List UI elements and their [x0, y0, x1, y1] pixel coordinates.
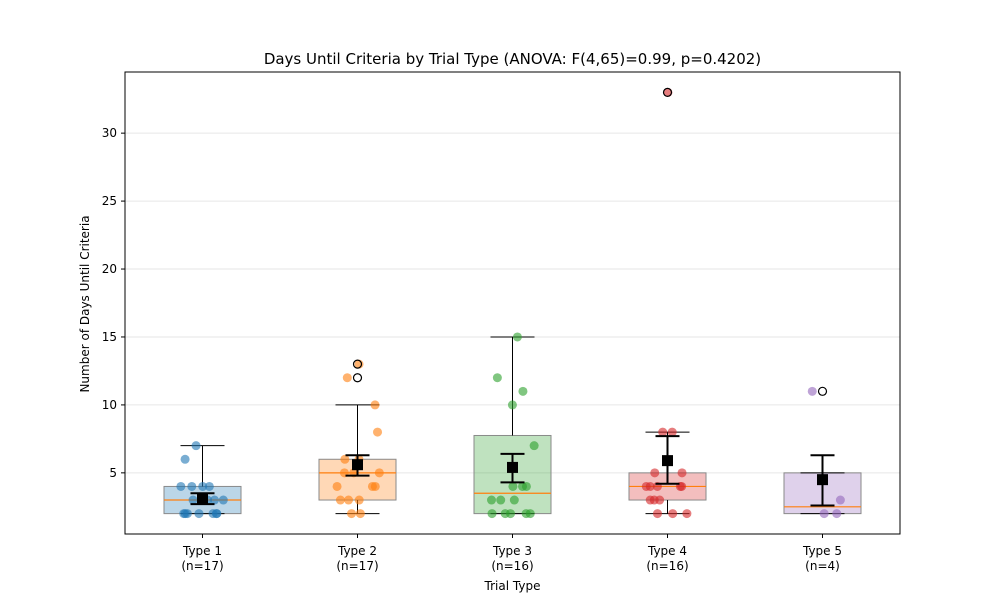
- y-tick-label: 15: [102, 330, 117, 344]
- chart-title: Days Until Criteria by Trial Type (ANOVA…: [264, 50, 761, 68]
- data-point: [332, 481, 342, 491]
- x-axis-label: Trial Type: [484, 579, 541, 593]
- data-point: [335, 495, 345, 505]
- data-point: [492, 373, 502, 383]
- y-axis-label: Number of Days Until Criteria: [78, 215, 92, 392]
- box-group-4: [628, 87, 707, 519]
- mean-marker: [662, 455, 673, 467]
- data-point: [667, 427, 677, 437]
- data-point: [650, 468, 660, 478]
- outlier-point: [352, 373, 363, 383]
- data-point: [529, 441, 539, 451]
- data-point: [518, 481, 528, 491]
- x-tick-count-label: (n=16): [491, 559, 533, 573]
- data-point: [187, 481, 197, 491]
- data-point: [198, 481, 208, 491]
- data-point: [518, 386, 528, 396]
- data-point: [652, 509, 662, 519]
- data-point: [354, 495, 364, 505]
- x-tick-label: Type 3: [492, 544, 532, 558]
- mean-marker: [817, 474, 828, 486]
- data-point: [210, 495, 220, 505]
- data-point: [374, 468, 384, 478]
- x-tick-count-label: (n=17): [181, 559, 223, 573]
- outlier-point: [662, 87, 673, 97]
- data-point: [188, 495, 198, 505]
- y-tick-label: 5: [109, 466, 117, 480]
- data-point: [487, 509, 497, 519]
- data-point: [340, 454, 350, 464]
- x-tick-label: Type 4: [647, 544, 687, 558]
- outlier-point: [352, 359, 363, 369]
- data-point: [508, 481, 518, 491]
- mean-marker: [352, 459, 363, 471]
- box-group-2: [318, 359, 397, 519]
- data-point: [807, 386, 817, 396]
- x-tick-label: Type 1: [182, 544, 222, 558]
- x-tick-label: Type 5: [802, 544, 842, 558]
- y-tick-label: 25: [102, 194, 117, 208]
- y-tick-label: 20: [102, 262, 117, 276]
- data-point: [645, 481, 655, 491]
- data-point: [367, 481, 377, 491]
- data-point: [507, 400, 517, 410]
- data-point: [176, 481, 186, 491]
- data-point: [344, 495, 354, 505]
- data-point: [668, 509, 678, 519]
- box-group-1: [163, 441, 242, 519]
- data-point: [663, 87, 673, 97]
- data-point: [342, 373, 352, 383]
- mean-marker: [507, 461, 518, 473]
- data-point: [819, 509, 829, 519]
- data-point: [204, 481, 214, 491]
- box-group-5: [783, 386, 862, 519]
- box-group-3: [473, 332, 552, 519]
- data-point: [832, 509, 842, 519]
- data-point: [500, 509, 510, 519]
- data-point: [218, 495, 228, 505]
- data-point: [655, 495, 665, 505]
- y-tick-label: 30: [102, 126, 117, 140]
- x-tick-count-label: (n=4): [805, 559, 840, 573]
- data-point: [355, 509, 365, 519]
- data-point: [373, 427, 383, 437]
- data-point: [191, 441, 201, 451]
- data-point: [211, 509, 221, 519]
- plot-layer: [163, 87, 862, 519]
- data-point: [496, 495, 506, 505]
- data-point: [512, 332, 522, 342]
- data-point: [509, 495, 519, 505]
- data-point: [370, 400, 380, 410]
- x-tick-count-label: (n=16): [646, 559, 688, 573]
- x-tick-count-label: (n=17): [336, 559, 378, 573]
- outlier-point: [817, 386, 828, 396]
- x-tick-label: Type 2: [337, 544, 377, 558]
- data-point: [677, 468, 687, 478]
- y-tick-label: 10: [102, 398, 117, 412]
- data-point: [194, 509, 204, 519]
- data-point: [180, 454, 190, 464]
- data-point: [835, 495, 845, 505]
- data-point: [521, 509, 531, 519]
- mean-marker: [197, 493, 208, 505]
- data-point: [180, 509, 190, 519]
- data-point: [658, 427, 668, 437]
- data-point: [486, 495, 496, 505]
- data-point: [682, 509, 692, 519]
- data-point: [347, 509, 357, 519]
